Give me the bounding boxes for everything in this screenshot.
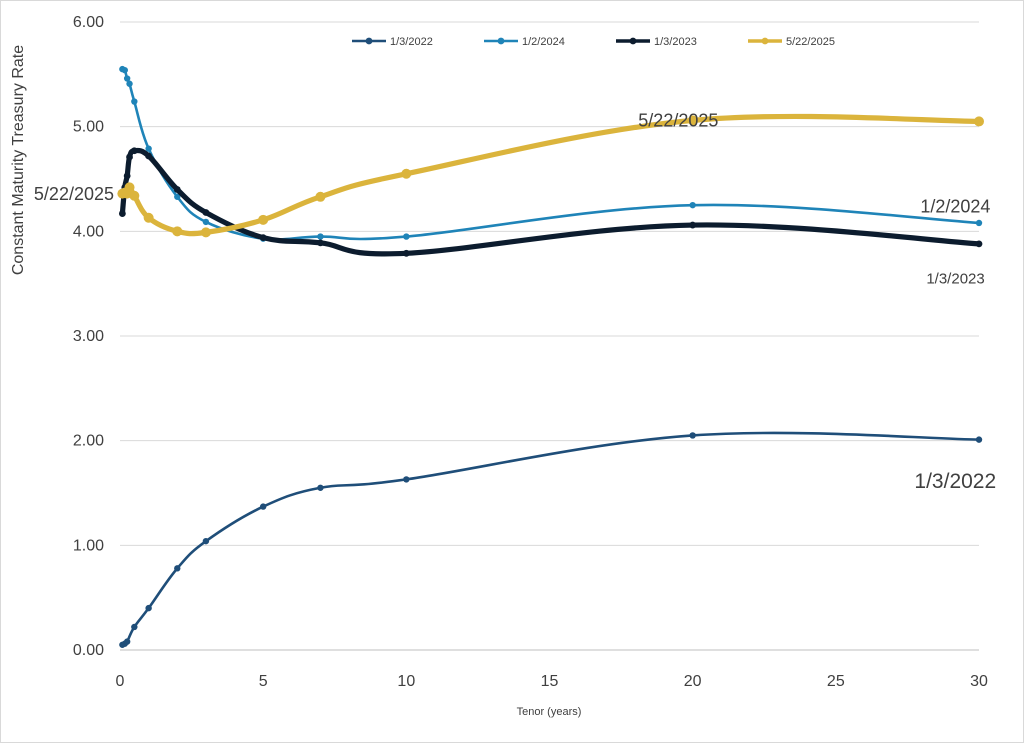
legend-label: 1/3/2022 <box>390 36 433 48</box>
data-point <box>317 233 324 240</box>
data-point <box>123 638 131 645</box>
y-tick-label: 4.00 <box>73 223 104 240</box>
data-point <box>317 239 324 247</box>
x-tick-label: 30 <box>970 673 988 690</box>
legend-swatch-marker <box>497 37 505 45</box>
series-annotation: 5/22/2025 <box>34 184 114 204</box>
data-point <box>975 240 983 248</box>
data-point <box>689 201 696 209</box>
series-annotation: 5/22/2025 <box>638 111 718 131</box>
x-tick-label: 15 <box>541 673 559 690</box>
data-point <box>975 436 983 443</box>
series-annotation: 1/3/2022 <box>914 470 996 493</box>
data-point <box>131 98 138 105</box>
y-axis-title: Constant Maturity Treasury Rate <box>10 45 27 275</box>
data-point <box>143 212 154 223</box>
series-3 <box>118 147 983 257</box>
x-tick-label: 25 <box>827 673 845 690</box>
legend-swatch-marker <box>761 37 769 45</box>
x-tick-label: 0 <box>116 673 125 690</box>
y-tick-label: 2.00 <box>73 433 104 450</box>
data-point <box>317 484 324 491</box>
x-axis-title: Tenor (years) <box>517 706 582 718</box>
legend: 1/3/2022 1/2/2024 1/3/2023 5/22/2025 <box>352 36 835 48</box>
data-point <box>130 147 138 155</box>
y-tick-label: 6.00 <box>73 14 104 31</box>
legend-label: 1/3/2023 <box>654 36 697 48</box>
data-point <box>126 80 133 87</box>
series-lines <box>117 65 984 648</box>
data-point <box>174 565 181 572</box>
x-tick-label: 10 <box>397 673 415 690</box>
series-1 <box>119 431 983 648</box>
annotations: 5/22/2025 5/22/2025 1/2/2024 1/3/2023 1/3/20… <box>34 111 996 493</box>
data-point <box>118 210 126 217</box>
data-point <box>975 219 983 227</box>
data-point <box>145 152 153 160</box>
legend-label: 1/2/2024 <box>522 36 565 48</box>
legend-item: 1/3/2023 <box>616 36 697 48</box>
data-point <box>402 249 410 257</box>
x-tick-label: 5 <box>259 673 268 690</box>
data-point <box>202 537 210 545</box>
series-4 <box>117 113 984 238</box>
data-point <box>401 168 412 179</box>
data-point <box>124 182 135 193</box>
data-point <box>145 145 152 152</box>
axes: 0.00 1.00 2.00 3.00 4.00 5.00 6.00 0 5 10 15 20 25 30 <box>73 14 988 690</box>
legend-item: 1/3/2022 <box>352 36 433 48</box>
data-point <box>259 503 267 510</box>
y-tick-label: 0.00 <box>73 642 104 659</box>
series-annotation: 1/2/2024 <box>920 197 990 217</box>
data-point <box>174 193 181 200</box>
legend-item: 5/22/2025 <box>748 36 835 48</box>
data-point <box>200 227 211 238</box>
data-point <box>974 116 984 127</box>
data-point <box>126 153 133 161</box>
legend-label: 5/22/2025 <box>786 36 835 48</box>
data-point <box>173 186 181 193</box>
y-tick-label: 3.00 <box>73 328 104 345</box>
data-point <box>315 191 326 202</box>
data-point <box>403 476 410 483</box>
data-point <box>202 218 210 226</box>
data-point <box>129 190 140 201</box>
y-tick-label: 1.00 <box>73 537 104 554</box>
y-tick-label: 5.00 <box>73 119 104 136</box>
data-point <box>687 115 698 126</box>
legend-item: 1/2/2024 <box>484 36 565 48</box>
data-point <box>131 623 138 631</box>
data-point <box>689 432 696 439</box>
data-point <box>123 172 131 180</box>
data-point <box>121 66 128 74</box>
data-point <box>689 221 697 229</box>
x-tick-label: 20 <box>684 673 702 690</box>
data-point <box>259 234 267 242</box>
series-annotation: 1/3/2023 <box>926 271 984 288</box>
data-point <box>202 209 210 216</box>
legend-swatch-marker <box>365 37 373 45</box>
data-point <box>145 604 152 612</box>
data-point <box>172 226 183 237</box>
data-point <box>403 233 410 240</box>
data-point <box>258 214 269 225</box>
legend-swatch-marker <box>629 37 637 45</box>
data-point <box>123 75 131 82</box>
gridlines <box>120 21 979 651</box>
